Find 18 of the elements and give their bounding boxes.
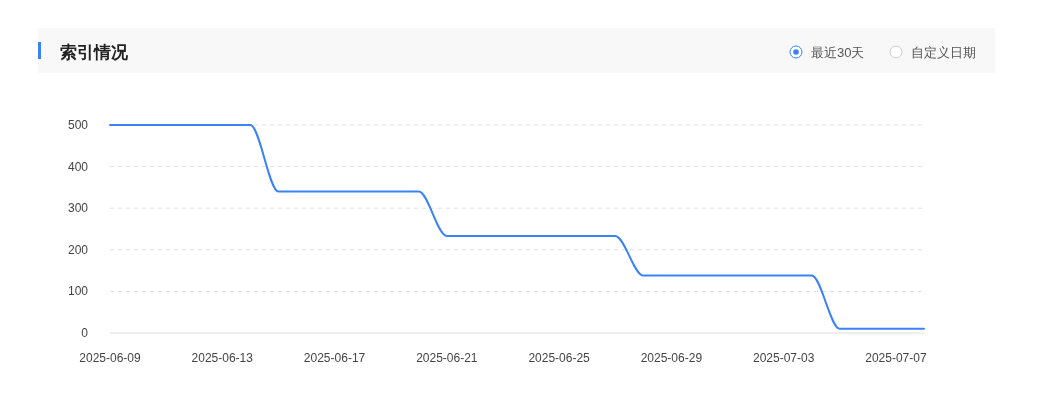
x-tick-label: 2025-06-25 (528, 351, 591, 365)
y-tick-label: 200 (67, 242, 89, 257)
x-tick-label: 2025-07-07 (865, 351, 927, 365)
x-tick-label: 2025-06-29 (640, 351, 703, 365)
y-tick-label: 300 (67, 201, 89, 216)
line-series (109, 124, 925, 330)
y-tick-label: 100 (67, 284, 89, 299)
text: 自定义日期 (911, 44, 976, 60)
chart-title: 索引情况 (60, 43, 129, 62)
text: 最近30天 (811, 44, 865, 60)
x-tick-label: 2025-06-09 (79, 351, 142, 365)
x-tick-label: 2025-07-03 (752, 351, 815, 365)
x-tick-label: 2025-06-17 (303, 351, 366, 365)
y-tick-label: 500 (67, 118, 89, 132)
x-tick-label: 2025-06-13 (191, 351, 254, 365)
y-tick-label: 0 (81, 326, 89, 340)
y-tick-label: 400 (67, 159, 89, 174)
x-tick-label: 2025-06-21 (416, 351, 478, 365)
